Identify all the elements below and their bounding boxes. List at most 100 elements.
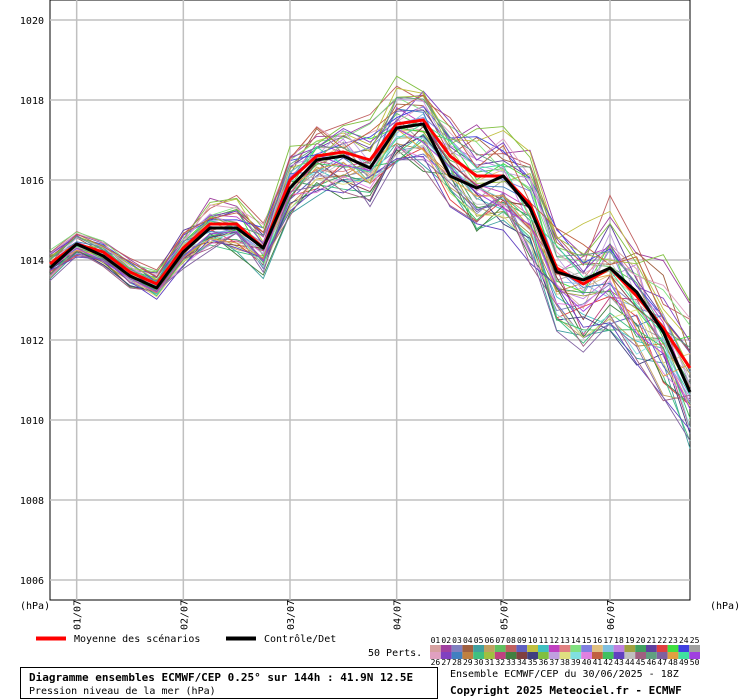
pert-swatch-30 — [473, 652, 484, 659]
pert-swatch-33 — [505, 652, 517, 659]
pert-swatch-27 — [440, 652, 452, 659]
perturbation-line-36 — [49, 75, 691, 302]
y-tick-label: 1006 — [20, 576, 44, 587]
pert-number: 23 — [668, 636, 678, 645]
pert-number: 30 — [474, 658, 484, 667]
perturbation-line-38 — [49, 127, 691, 407]
pert-swatch-31 — [484, 652, 495, 659]
pert-swatch-44 — [624, 652, 636, 659]
pert-number: 40 — [582, 658, 592, 667]
pert-number: 37 — [549, 658, 559, 667]
pert-swatch-49 — [678, 652, 690, 659]
pert-swatch-18 — [613, 645, 625, 652]
perturbation-line-47 — [49, 159, 691, 442]
pert-swatch-21 — [646, 645, 657, 652]
pert-swatch-09 — [516, 645, 528, 652]
pert-swatch-12 — [548, 645, 560, 652]
pert-number: 32 — [495, 658, 505, 667]
pert-number: 22 — [657, 636, 667, 645]
pert-swatch-41 — [592, 652, 603, 659]
y-tick-label: 1008 — [20, 496, 44, 507]
pert-swatch-04 — [462, 645, 474, 652]
pert-swatch-37 — [548, 652, 560, 659]
perturbation-line-8 — [49, 85, 691, 320]
perturbation-line-14 — [49, 96, 691, 326]
y-tick-label: 1010 — [20, 416, 44, 427]
perturbation-line-41 — [49, 94, 691, 353]
pert-number: 43 — [614, 658, 624, 667]
perturbation-line-43 — [49, 155, 691, 431]
copyright: Copyright 2025 Meteociel.fr - ECMWF — [450, 684, 682, 697]
pert-number: 36 — [539, 658, 549, 667]
pert-swatch-02 — [440, 645, 452, 652]
y-tick-label: 1020 — [20, 16, 44, 27]
pert-swatch-05 — [473, 645, 484, 652]
pert-swatch-42 — [602, 652, 614, 659]
pert-number: 06 — [485, 636, 495, 645]
perturbation-line-30 — [49, 133, 691, 442]
perturbation-legend: 01 02 03 04 05 06 07 08 09 10 11 12 13 14 15 16 17 18 19 20… — [430, 636, 700, 667]
pert-number: 45 — [636, 658, 646, 667]
pert-swatch-20 — [635, 645, 646, 652]
pert-swatch-39 — [570, 652, 582, 659]
perturbation-line-50 — [49, 128, 691, 410]
x-tick-label: 02/07 — [179, 600, 190, 630]
pert-swatch-34 — [516, 652, 528, 659]
pert-number: 38 — [560, 658, 570, 667]
pert-swatch-15 — [581, 645, 592, 652]
pert-number: 34 — [517, 658, 527, 667]
y-tick-label: 1016 — [20, 176, 44, 187]
pert-number: 39 — [571, 658, 581, 667]
chart-title: Diagramme ensembles ECMWF/CEP 0.25° sur … — [29, 671, 414, 684]
y-tick-label: 1014 — [20, 256, 44, 267]
pert-swatch-19 — [624, 645, 636, 652]
pert-swatch-50 — [689, 652, 700, 659]
pert-swatch-29 — [462, 652, 474, 659]
y-tick-labels: 1006 1008 1010 1012 1014 1016 1018 1020 — [20, 16, 44, 587]
pert-number: 07 — [495, 636, 505, 645]
pert-number: 16 — [593, 636, 603, 645]
y-tick-label: 1018 — [20, 96, 44, 107]
pert-number: 21 — [647, 636, 657, 645]
pert-swatch-43 — [613, 652, 625, 659]
pert-number: 09 — [517, 636, 527, 645]
y-axis-label-left: (hPa) — [20, 601, 50, 612]
pert-swatch-36 — [538, 652, 549, 659]
pert-swatch-07 — [494, 645, 506, 652]
pert-swatch-22 — [656, 645, 668, 652]
pert-swatch-40 — [581, 652, 592, 659]
control-line — [48, 122, 692, 393]
pert-number: 46 — [647, 658, 657, 667]
pert-number: 47 — [657, 658, 667, 667]
pert-swatch-11 — [538, 645, 549, 652]
pert-number: 25 — [690, 636, 700, 645]
pert-swatch-03 — [451, 645, 463, 652]
legend-perts-label: 50 Perts. — [368, 648, 422, 659]
pert-number: 13 — [560, 636, 570, 645]
pert-number: 08 — [506, 636, 516, 645]
pert-number: 19 — [625, 636, 635, 645]
pert-number: 49 — [679, 658, 689, 667]
x-tick-label: 05/07 — [499, 600, 510, 630]
pert-number: 11 — [539, 636, 549, 645]
pert-swatch-38 — [559, 652, 571, 659]
perturbation-line-27 — [49, 90, 691, 343]
pert-swatch-13 — [559, 645, 571, 652]
pert-swatch-35 — [527, 652, 538, 659]
pert-number: 02 — [441, 636, 451, 645]
pert-number: 33 — [506, 658, 516, 667]
pert-swatch-47 — [656, 652, 668, 659]
pert-number: 24 — [679, 636, 689, 645]
pert-swatch-16 — [592, 645, 603, 652]
pert-number: 28 — [452, 658, 462, 667]
perturbation-line-31 — [49, 95, 691, 370]
pert-swatch-28 — [451, 652, 463, 659]
x-tick-label: 01/07 — [73, 600, 84, 630]
pert-swatch-32 — [494, 652, 506, 659]
x-tick-label: 06/07 — [606, 600, 617, 630]
pert-swatch-25 — [689, 645, 700, 652]
pert-number: 27 — [441, 658, 451, 667]
pert-number: 17 — [603, 636, 613, 645]
y-axis-label-right: (hPa) — [710, 601, 740, 612]
pert-number: 41 — [593, 658, 603, 667]
